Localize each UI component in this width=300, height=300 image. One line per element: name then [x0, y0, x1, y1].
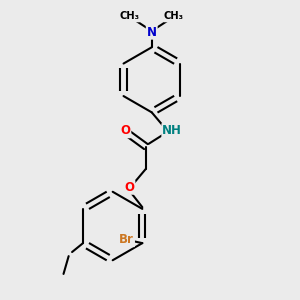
Text: NH: NH: [162, 124, 182, 137]
Text: O: O: [120, 124, 130, 137]
Text: CH₃: CH₃: [164, 11, 184, 22]
Text: O: O: [124, 181, 134, 194]
Text: Br: Br: [119, 233, 134, 246]
Text: CH₃: CH₃: [119, 11, 140, 22]
Text: N: N: [147, 26, 157, 39]
